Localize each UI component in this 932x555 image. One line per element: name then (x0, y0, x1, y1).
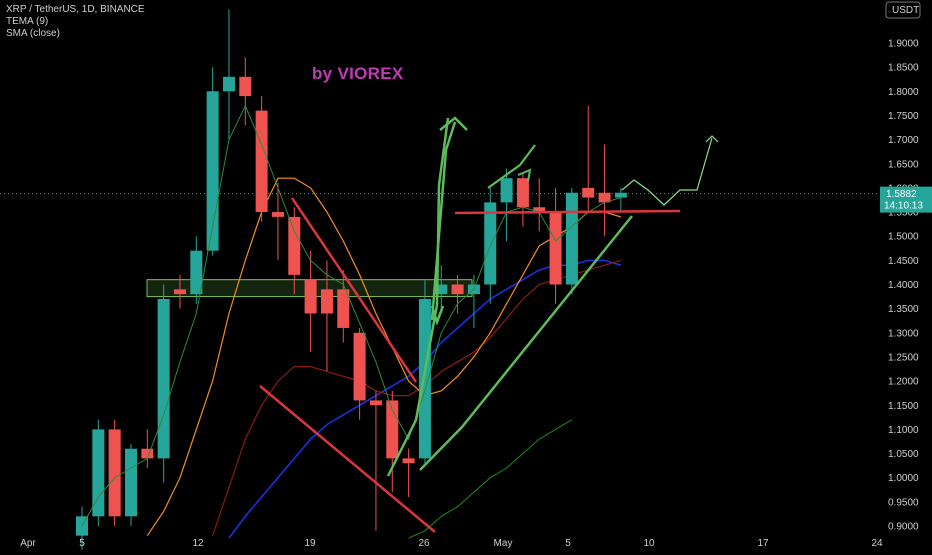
y-axis-tick-label: 0.9000 (888, 522, 919, 533)
x-axis-tick-label: Apr (20, 538, 36, 549)
y-axis-tick-label: 1.3500 (888, 304, 919, 315)
candle-down[interactable] (271, 212, 284, 217)
y-axis-tick-label: 1.7000 (888, 135, 919, 146)
candle-down[interactable] (516, 178, 529, 208)
candle-down[interactable] (141, 448, 154, 459)
candle-down[interactable] (451, 284, 464, 295)
x-axis-tick-label: 26 (418, 538, 430, 549)
candle-down[interactable] (239, 76, 252, 97)
y-axis-tick-label: 1.2000 (888, 377, 919, 388)
candle-up[interactable] (500, 178, 513, 203)
candle-down[interactable] (549, 212, 562, 285)
projection-arrowhead (705, 135, 719, 143)
candle-up[interactable] (614, 192, 627, 198)
green-arrowhead-down (430, 305, 445, 326)
author-watermark: by VIOREX (312, 64, 404, 83)
candle-up[interactable] (222, 76, 235, 92)
green-channel-top (487, 144, 536, 189)
candle-down[interactable] (304, 279, 317, 314)
x-axis-tick-label: 24 (871, 538, 883, 549)
x-axis-tick-label: 5 (565, 538, 571, 549)
x-axis-tick-label: 10 (643, 538, 655, 549)
candle-up[interactable] (124, 448, 137, 517)
x-axis-tick-label: 12 (192, 538, 204, 549)
symbol-title[interactable]: XRP / TetherUS, 1D, BINANCE (6, 4, 145, 15)
red-horizontal-line (454, 209, 681, 215)
y-axis-tick-label: 1.8500 (888, 63, 919, 74)
y-axis-tick-label: 1.4500 (888, 256, 919, 267)
chart-legend: XRP / TetherUS, 1D, BINANCE TEMA (9) SMA… (6, 4, 145, 40)
candle-down[interactable] (353, 332, 366, 401)
y-axis-tick-label: 1.5500 (888, 208, 919, 219)
last-price-value: 1.5882 (886, 189, 917, 200)
green-small-arrow (517, 168, 532, 183)
red-downtrend-line (290, 197, 418, 383)
candle-countdown: 14:10:13 (884, 201, 923, 212)
y-axis-tick-label: 1.1000 (888, 425, 919, 436)
y-axis-tick-label: 1.8000 (888, 87, 919, 98)
y-axis-tick-label: 1.7500 (888, 111, 919, 122)
sma-indicator-label[interactable]: SMA (close) (6, 28, 60, 39)
candle-up[interactable] (190, 250, 203, 295)
sma-green-line (408, 419, 573, 539)
candle-down[interactable] (337, 289, 350, 328)
candle-up[interactable] (418, 298, 431, 459)
candle-up[interactable] (435, 284, 448, 295)
x-axis-tick-label: 17 (757, 538, 769, 549)
candle-down[interactable] (533, 207, 546, 213)
y-axis-tick-label: 1.5000 (888, 232, 919, 243)
currency-label[interactable]: USDT (892, 5, 919, 16)
y-axis-tick-label: 1.2500 (888, 352, 919, 363)
y-axis-tick-label: 1.4000 (888, 280, 919, 291)
projection-path (621, 137, 713, 206)
green-arrow-shaft (430, 121, 457, 321)
sma-fast-line (146, 177, 622, 537)
candle-up[interactable] (484, 202, 497, 285)
candle-down[interactable] (402, 458, 415, 464)
candle-up[interactable] (565, 192, 578, 285)
green-arrowhead-up (439, 116, 468, 131)
x-axis-tick-label: 5 (79, 538, 85, 549)
candle-down[interactable] (369, 400, 382, 406)
x-axis-tick-label: May (494, 538, 513, 549)
candle-down[interactable] (598, 192, 611, 203)
y-axis-tick-label: 1.3000 (888, 328, 919, 339)
y-axis-tick-label: 1.9000 (888, 39, 919, 50)
candle-down[interactable] (288, 216, 301, 275)
tema-indicator-label[interactable]: TEMA (9) (6, 16, 49, 27)
x-axis-tick-label: 19 (304, 538, 316, 549)
y-axis-tick-label: 1.1500 (888, 401, 919, 412)
y-axis-tick-label: 1.0000 (888, 473, 919, 484)
y-axis-tick-label: 1.6500 (888, 159, 919, 170)
candle-down[interactable] (255, 110, 268, 213)
currency-label-box[interactable] (885, 1, 921, 19)
candle-down[interactable] (108, 429, 121, 517)
candle-down[interactable] (582, 187, 595, 198)
last-price-tag (880, 186, 932, 213)
red-support-line (259, 385, 436, 533)
candle-down[interactable] (173, 289, 186, 295)
candle-up[interactable] (157, 298, 170, 459)
candle-down[interactable] (320, 289, 333, 314)
candle-up[interactable] (92, 429, 105, 517)
y-axis-tick-label: 1.0500 (888, 449, 919, 460)
green-uptrend-line (419, 215, 633, 471)
price-axis-bg (878, 0, 932, 550)
y-axis-tick-label: 0.9500 (888, 497, 919, 508)
green-arrow-up-left (437, 117, 450, 186)
tema-line (81, 104, 622, 527)
